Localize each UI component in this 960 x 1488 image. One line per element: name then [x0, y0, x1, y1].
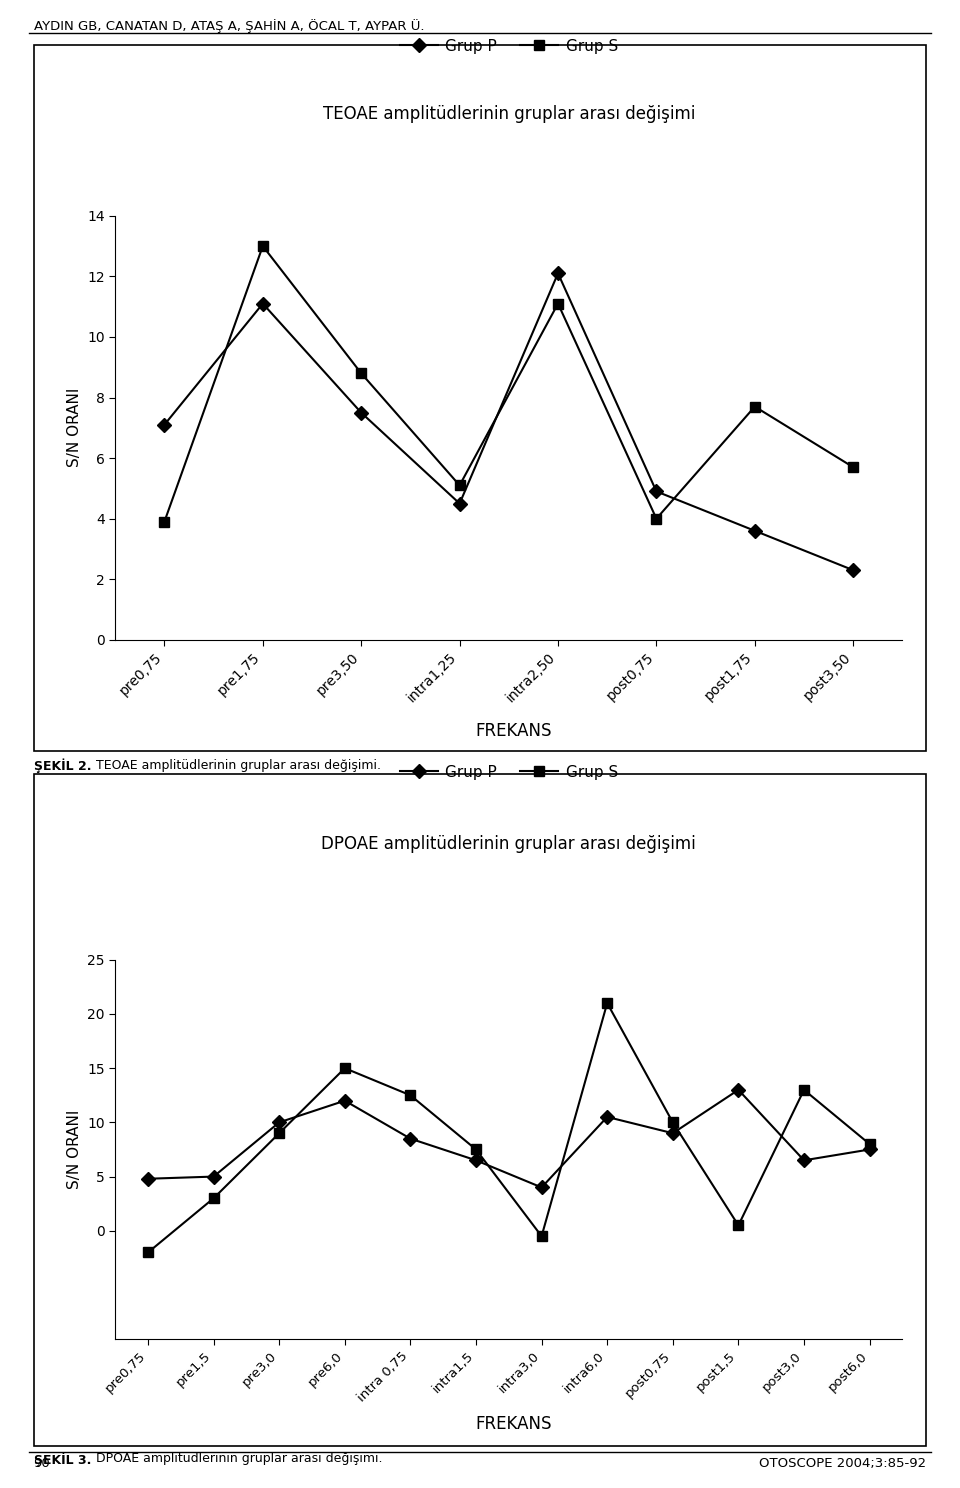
Grup S: [749, 397, 760, 415]
Title: TEOAE amplitüdlerinin gruplar arası değişimi: TEOAE amplitüdlerinin gruplar arası deği…: [323, 104, 695, 122]
Line: Grup P: Grup P: [143, 1085, 875, 1192]
Grup S: [207, 1189, 219, 1207]
Legend: Grup P, Grup S: Grup P, Grup S: [394, 759, 624, 786]
Y-axis label: S/N ORANI: S/N ORANI: [66, 388, 82, 467]
Grup P: [257, 295, 269, 312]
Grup P: [470, 1152, 482, 1170]
Text: FREKANS: FREKANS: [475, 722, 552, 740]
Title: DPOAE amplitüdlerinin gruplar arası değişimi: DPOAE amplitüdlerinin gruplar arası deği…: [322, 835, 696, 853]
Text: TEOAE amplitüdlerinin gruplar arası değişimi.: TEOAE amplitüdlerinin gruplar arası deği…: [92, 759, 381, 772]
Text: ŞEKİL 2.: ŞEKİL 2.: [34, 759, 91, 774]
Text: DPOAE amplitüdlerinin gruplar arası değişimi.: DPOAE amplitüdlerinin gruplar arası deği…: [92, 1452, 383, 1466]
Text: ŞEKİL 3.: ŞEKİL 3.: [34, 1452, 91, 1467]
Grup P: [799, 1152, 810, 1170]
Grup S: [454, 476, 466, 494]
Grup S: [667, 1113, 679, 1131]
Line: Grup S: Grup S: [159, 241, 858, 527]
Grup P: [651, 482, 662, 500]
Grup S: [158, 513, 170, 531]
Legend: Grup P, Grup S: Grup P, Grup S: [394, 33, 624, 60]
Grup P: [355, 403, 367, 421]
Grup S: [470, 1140, 482, 1158]
Grup S: [405, 1086, 417, 1104]
Grup S: [799, 1080, 810, 1098]
Grup S: [536, 1228, 547, 1245]
Line: Grup P: Grup P: [159, 268, 858, 574]
Grup P: [749, 522, 760, 540]
Grup P: [552, 265, 564, 283]
Grup P: [274, 1113, 285, 1131]
Grup S: [257, 237, 269, 254]
Grup P: [454, 494, 466, 512]
Grup S: [732, 1217, 744, 1235]
Grup P: [732, 1080, 744, 1098]
Grup P: [848, 561, 859, 579]
Grup P: [667, 1125, 679, 1143]
Grup S: [552, 295, 564, 312]
Grup P: [158, 415, 170, 433]
Grup P: [536, 1178, 547, 1196]
Grup P: [339, 1092, 350, 1110]
Grup S: [339, 1059, 350, 1077]
Grup S: [274, 1125, 285, 1143]
Text: AYDIN GB, CANATAN D, ATAŞ A, ŞAHİN A, ÖCAL T, AYPAR Ü.: AYDIN GB, CANATAN D, ATAŞ A, ŞAHİN A, ÖC…: [34, 18, 424, 33]
Grup P: [601, 1109, 612, 1126]
Grup P: [864, 1140, 876, 1158]
Grup P: [207, 1168, 219, 1186]
Grup P: [405, 1129, 417, 1147]
Text: OTOSCOPE 2004;3:85-92: OTOSCOPE 2004;3:85-92: [759, 1457, 926, 1470]
Grup P: [142, 1170, 154, 1187]
Grup S: [864, 1135, 876, 1153]
Text: FREKANS: FREKANS: [475, 1415, 552, 1433]
Grup S: [142, 1244, 154, 1262]
Line: Grup S: Grup S: [143, 998, 875, 1257]
Y-axis label: S/N ORANI: S/N ORANI: [66, 1110, 82, 1189]
Grup S: [848, 458, 859, 476]
Text: 90: 90: [34, 1457, 50, 1470]
Grup S: [651, 510, 662, 528]
Grup S: [355, 365, 367, 382]
Grup S: [601, 994, 612, 1012]
